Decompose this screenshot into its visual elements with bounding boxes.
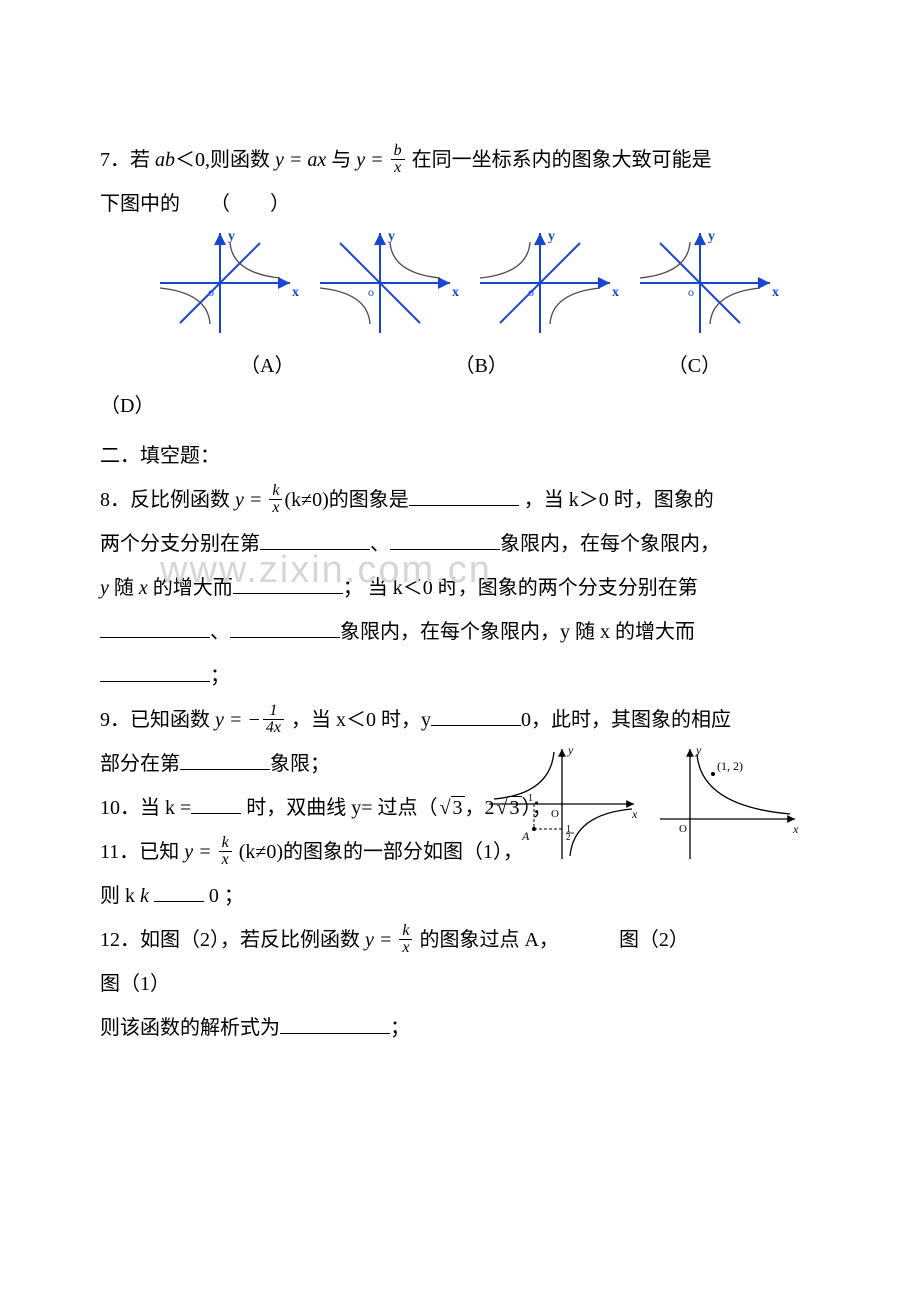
- blank: [100, 617, 210, 638]
- q7-optD: （D）: [100, 386, 820, 426]
- svg-text:y: y: [388, 229, 395, 244]
- sqrt-icon: 3: [495, 788, 522, 828]
- svg-text:x: x: [292, 285, 299, 300]
- q7-line1: 7．若 ab＜0,则函数 y = ax 与 y = bx 在同一坐标系内的图象大…: [100, 140, 820, 180]
- svg-text:x: x: [452, 285, 459, 300]
- svg-text:O: O: [679, 823, 687, 835]
- q7-prefix: 7．若: [100, 149, 155, 171]
- svg-text:(1, 2): (1, 2): [717, 759, 743, 773]
- q8-line1: 8．反比例函数 y = kx(k≠0)的图象是 ，当 k＞0 时，图象的: [100, 480, 820, 520]
- q11-frac: kx: [219, 835, 232, 868]
- blank: [260, 529, 370, 550]
- svg-text:A: A: [521, 829, 530, 843]
- q7-line2: 下图中的 （ ）: [100, 184, 820, 224]
- q7-options: （A） （B） （C）: [100, 346, 820, 386]
- q12-frac: kx: [399, 923, 412, 956]
- sqrt-icon: 3: [438, 788, 465, 828]
- blank: [154, 881, 204, 902]
- svg-text:y: y: [228, 229, 235, 244]
- section-2-title: 二．填空题：: [100, 436, 820, 476]
- svg-text:y: y: [695, 744, 702, 757]
- q7-suffix: 在同一坐标系内的图象大致可能是: [407, 149, 712, 171]
- svg-text:x: x: [612, 285, 619, 300]
- q7-fn2-lhs: y =: [356, 149, 388, 171]
- q9-to-q12-block: x y O A 1 2 1 x y: [100, 744, 820, 916]
- q7-frac: bx: [391, 143, 405, 176]
- q7-optB: （B）: [454, 346, 507, 386]
- q8-line2: 两个分支分别在第、象限内，在每个象限内， www.zixin.com.cn: [100, 524, 820, 564]
- q11-line2: 则 k k 0 ；: [100, 876, 820, 916]
- q7-cond-suffix: ＜0,则函数: [175, 149, 275, 171]
- q7-panels-svg: x y o x y o x: [140, 228, 780, 338]
- blank: [390, 529, 500, 550]
- blank: [233, 573, 343, 594]
- blank: [100, 661, 210, 682]
- svg-text:2: 2: [566, 832, 571, 842]
- blank: [280, 1013, 390, 1034]
- blank: [180, 749, 270, 770]
- q12-line2: 则该函数的解析式为；: [100, 1008, 820, 1048]
- fig2-svg: x y O (1, 2): [655, 744, 800, 864]
- q8-line4: 、象限内，在每个象限内，y 随 x 的增大而: [100, 612, 820, 652]
- q8-line5: ；: [100, 656, 820, 696]
- q7-optC: （C）: [668, 346, 721, 386]
- q8-line3: yy 随 x 的增大而 随 x 的增大而； 当 k＜0 时，图象的两个分支分别在…: [100, 568, 820, 608]
- blank: [409, 485, 519, 506]
- fig2-label: 图（2）: [619, 929, 689, 951]
- svg-text:o: o: [688, 285, 694, 299]
- q12-line1: 12．如图（2），若反比例函数 y = kx 的图象过点 A，图（2）: [100, 920, 820, 960]
- q7-mid: 与: [326, 149, 356, 171]
- blank: [230, 617, 340, 638]
- q9-frac: 14x: [263, 703, 284, 736]
- q9-line1: 9．已知函数 y = −14x ，当 x＜0 时，y0，此时，其图象的相应: [100, 700, 820, 740]
- q7-fn1: y = ax: [275, 149, 326, 171]
- q7-optA: （A）: [240, 346, 294, 386]
- svg-text:o: o: [368, 285, 374, 299]
- q8-frac: kx: [269, 483, 282, 516]
- q7-panels: x y o x y o x: [100, 228, 820, 338]
- svg-text:y: y: [567, 744, 574, 757]
- blank: [431, 705, 521, 726]
- svg-text:x: x: [631, 807, 638, 821]
- svg-text:1: 1: [528, 793, 533, 804]
- q7-cond: ab: [155, 149, 175, 171]
- q11-figures: x y O A 1 2 1 x y: [484, 744, 800, 864]
- q12-fig1label: 图（1）: [100, 964, 820, 1004]
- blank: [191, 793, 241, 814]
- svg-text:y: y: [548, 229, 555, 244]
- svg-text:O: O: [551, 808, 559, 820]
- svg-text:x: x: [772, 285, 779, 300]
- svg-text:y: y: [708, 229, 715, 244]
- svg-text:x: x: [792, 822, 799, 836]
